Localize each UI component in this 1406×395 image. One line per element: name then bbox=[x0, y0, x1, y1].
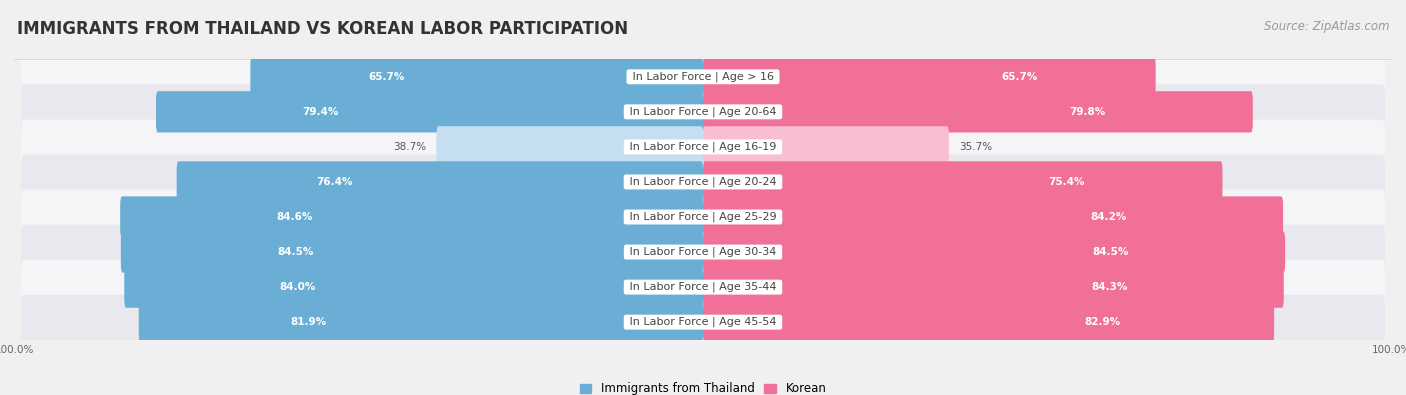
FancyBboxPatch shape bbox=[21, 49, 1385, 104]
FancyBboxPatch shape bbox=[703, 56, 1156, 98]
FancyBboxPatch shape bbox=[21, 225, 1385, 279]
Text: 65.7%: 65.7% bbox=[368, 72, 405, 82]
Text: 38.7%: 38.7% bbox=[392, 142, 426, 152]
FancyBboxPatch shape bbox=[21, 120, 1385, 174]
Text: In Labor Force | Age 20-24: In Labor Force | Age 20-24 bbox=[626, 177, 780, 187]
FancyBboxPatch shape bbox=[156, 91, 703, 132]
Text: 81.9%: 81.9% bbox=[290, 317, 326, 327]
Text: IMMIGRANTS FROM THAILAND VS KOREAN LABOR PARTICIPATION: IMMIGRANTS FROM THAILAND VS KOREAN LABOR… bbox=[17, 20, 628, 38]
FancyBboxPatch shape bbox=[120, 196, 703, 238]
Text: 84.3%: 84.3% bbox=[1091, 282, 1128, 292]
Text: In Labor Force | Age 35-44: In Labor Force | Age 35-44 bbox=[626, 282, 780, 292]
Text: 82.9%: 82.9% bbox=[1085, 317, 1121, 327]
FancyBboxPatch shape bbox=[703, 196, 1284, 238]
Text: 75.4%: 75.4% bbox=[1049, 177, 1085, 187]
Text: 84.5%: 84.5% bbox=[1092, 247, 1129, 257]
FancyBboxPatch shape bbox=[703, 267, 1284, 308]
Text: In Labor Force | Age > 16: In Labor Force | Age > 16 bbox=[628, 71, 778, 82]
FancyBboxPatch shape bbox=[21, 295, 1385, 350]
Text: 79.4%: 79.4% bbox=[302, 107, 339, 117]
Text: 84.0%: 84.0% bbox=[280, 282, 316, 292]
Text: In Labor Force | Age 45-54: In Labor Force | Age 45-54 bbox=[626, 317, 780, 327]
FancyBboxPatch shape bbox=[21, 190, 1385, 245]
FancyBboxPatch shape bbox=[21, 85, 1385, 139]
Text: 35.7%: 35.7% bbox=[959, 142, 993, 152]
FancyBboxPatch shape bbox=[121, 231, 703, 273]
FancyBboxPatch shape bbox=[703, 161, 1222, 203]
Legend: Immigrants from Thailand, Korean: Immigrants from Thailand, Korean bbox=[579, 382, 827, 395]
FancyBboxPatch shape bbox=[703, 301, 1274, 343]
Text: 79.8%: 79.8% bbox=[1070, 107, 1107, 117]
Text: Source: ZipAtlas.com: Source: ZipAtlas.com bbox=[1264, 20, 1389, 33]
FancyBboxPatch shape bbox=[436, 126, 703, 167]
FancyBboxPatch shape bbox=[703, 91, 1253, 132]
Text: 65.7%: 65.7% bbox=[1001, 72, 1038, 82]
FancyBboxPatch shape bbox=[139, 301, 703, 343]
Text: 84.2%: 84.2% bbox=[1091, 212, 1128, 222]
FancyBboxPatch shape bbox=[124, 267, 703, 308]
Text: In Labor Force | Age 16-19: In Labor Force | Age 16-19 bbox=[626, 142, 780, 152]
FancyBboxPatch shape bbox=[21, 154, 1385, 209]
Text: 84.6%: 84.6% bbox=[277, 212, 314, 222]
Text: In Labor Force | Age 30-34: In Labor Force | Age 30-34 bbox=[626, 247, 780, 257]
Text: 76.4%: 76.4% bbox=[316, 177, 353, 187]
Text: In Labor Force | Age 25-29: In Labor Force | Age 25-29 bbox=[626, 212, 780, 222]
FancyBboxPatch shape bbox=[703, 126, 949, 167]
FancyBboxPatch shape bbox=[21, 260, 1385, 314]
FancyBboxPatch shape bbox=[177, 161, 703, 203]
Text: In Labor Force | Age 20-64: In Labor Force | Age 20-64 bbox=[626, 107, 780, 117]
Text: 84.5%: 84.5% bbox=[277, 247, 314, 257]
FancyBboxPatch shape bbox=[703, 231, 1285, 273]
FancyBboxPatch shape bbox=[250, 56, 703, 98]
